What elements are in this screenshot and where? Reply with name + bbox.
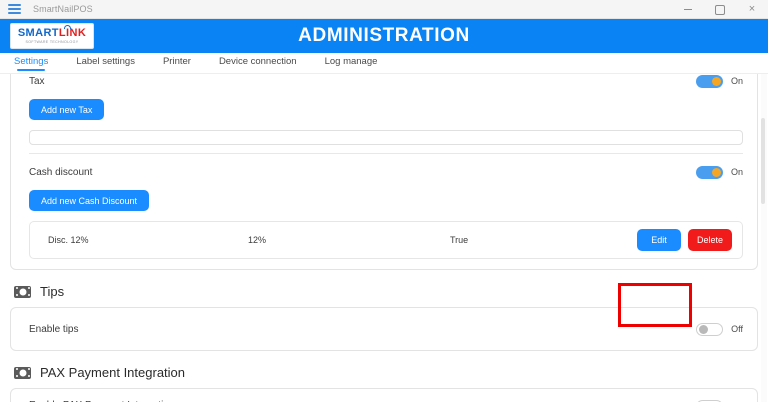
enable-tips-toggle-state: Off [731,324,743,334]
close-button[interactable]: × [748,3,756,15]
cash-discount-toggle-state: On [730,167,743,177]
discount-enabled-cell: True [450,235,469,245]
smartlink-logo: SMARTLINK SOFTWARE TECHNOLOGY [10,23,94,49]
money-icon [14,366,31,379]
scrollbar-track[interactable] [761,74,767,402]
money-icon [14,285,31,298]
logo-text-secondary: LINK [58,26,87,39]
app-header: SMARTLINK SOFTWARE TECHNOLOGY ADMINISTRA… [0,19,768,53]
pax-card: Enable PAX Payment Integration Off [10,388,758,402]
settings-scroll-area: Tax On Add new Tax Cash discount On Add … [0,74,768,402]
pax-section-title: PAX Payment Integration [40,365,186,380]
discount-name-cell: Disc. 12% [48,235,89,245]
enable-pax-label: Enable PAX Payment Integration [29,400,174,402]
enable-tips-label: Enable tips [29,323,79,335]
section-divider [29,153,743,154]
enable-tips-toggle-switch[interactable] [696,322,724,336]
row-actions: Edit Delete [637,229,732,251]
tax-discount-card: Tax On Add new Tax Cash discount On Add … [10,74,758,270]
tab-label-settings[interactable]: Label settings [76,56,135,67]
logo-tagline: SOFTWARE TECHNOLOGY [25,39,79,44]
add-new-tax-button[interactable]: Add new Tax [29,99,105,120]
tax-toggle-switch[interactable] [695,74,723,88]
tax-toggle-state: On [730,76,743,86]
logo-text-primary: SMART [17,26,59,39]
tax-row: Tax On [11,74,757,95]
page-title: ADMINISTRATION [298,25,470,46]
tax-toggle[interactable]: On [695,74,743,88]
cash-discount-label: Cash discount [29,166,93,178]
maximize-button[interactable] [704,0,736,19]
tips-card: Enable tips Off [10,307,758,351]
enable-tips-toggle[interactable]: Off [696,322,743,336]
tax-label: Tax [29,75,45,87]
tax-empty-list-row[interactable] [29,130,743,145]
wifi-icon [64,25,71,29]
window-title: SmartNailPOS [33,4,93,14]
tips-section-title: Tips [40,284,65,299]
tab-device-connection[interactable]: Device connection [218,56,297,67]
tab-bar: Settings Label settings Printer Device c… [0,53,768,74]
delete-button[interactable]: Delete [688,229,732,251]
window-controls: × [672,0,768,19]
hamburger-menu-icon[interactable] [8,4,21,14]
minimize-button[interactable] [672,0,704,19]
scrollbar-thumb[interactable] [761,118,765,204]
add-new-cash-discount-button[interactable]: Add new Cash Discount [29,190,150,211]
edit-button[interactable]: Edit [637,229,681,251]
tab-printer[interactable]: Printer [162,56,191,67]
pax-section-header: PAX Payment Integration [14,365,768,380]
tab-settings[interactable]: Settings [14,53,48,71]
table-row: Disc. 12% 12% True Edit Delete [29,221,743,259]
tab-log-manage[interactable]: Log manage [324,56,378,67]
cash-discount-row: Cash discount On [11,158,757,186]
cash-discount-toggle-switch[interactable] [695,165,723,179]
discount-percent-cell: 12% [248,235,267,245]
window-titlebar: SmartNailPOS × [0,0,768,19]
tips-section-header: Tips [14,284,768,299]
cash-discount-toggle[interactable]: On [695,165,743,179]
